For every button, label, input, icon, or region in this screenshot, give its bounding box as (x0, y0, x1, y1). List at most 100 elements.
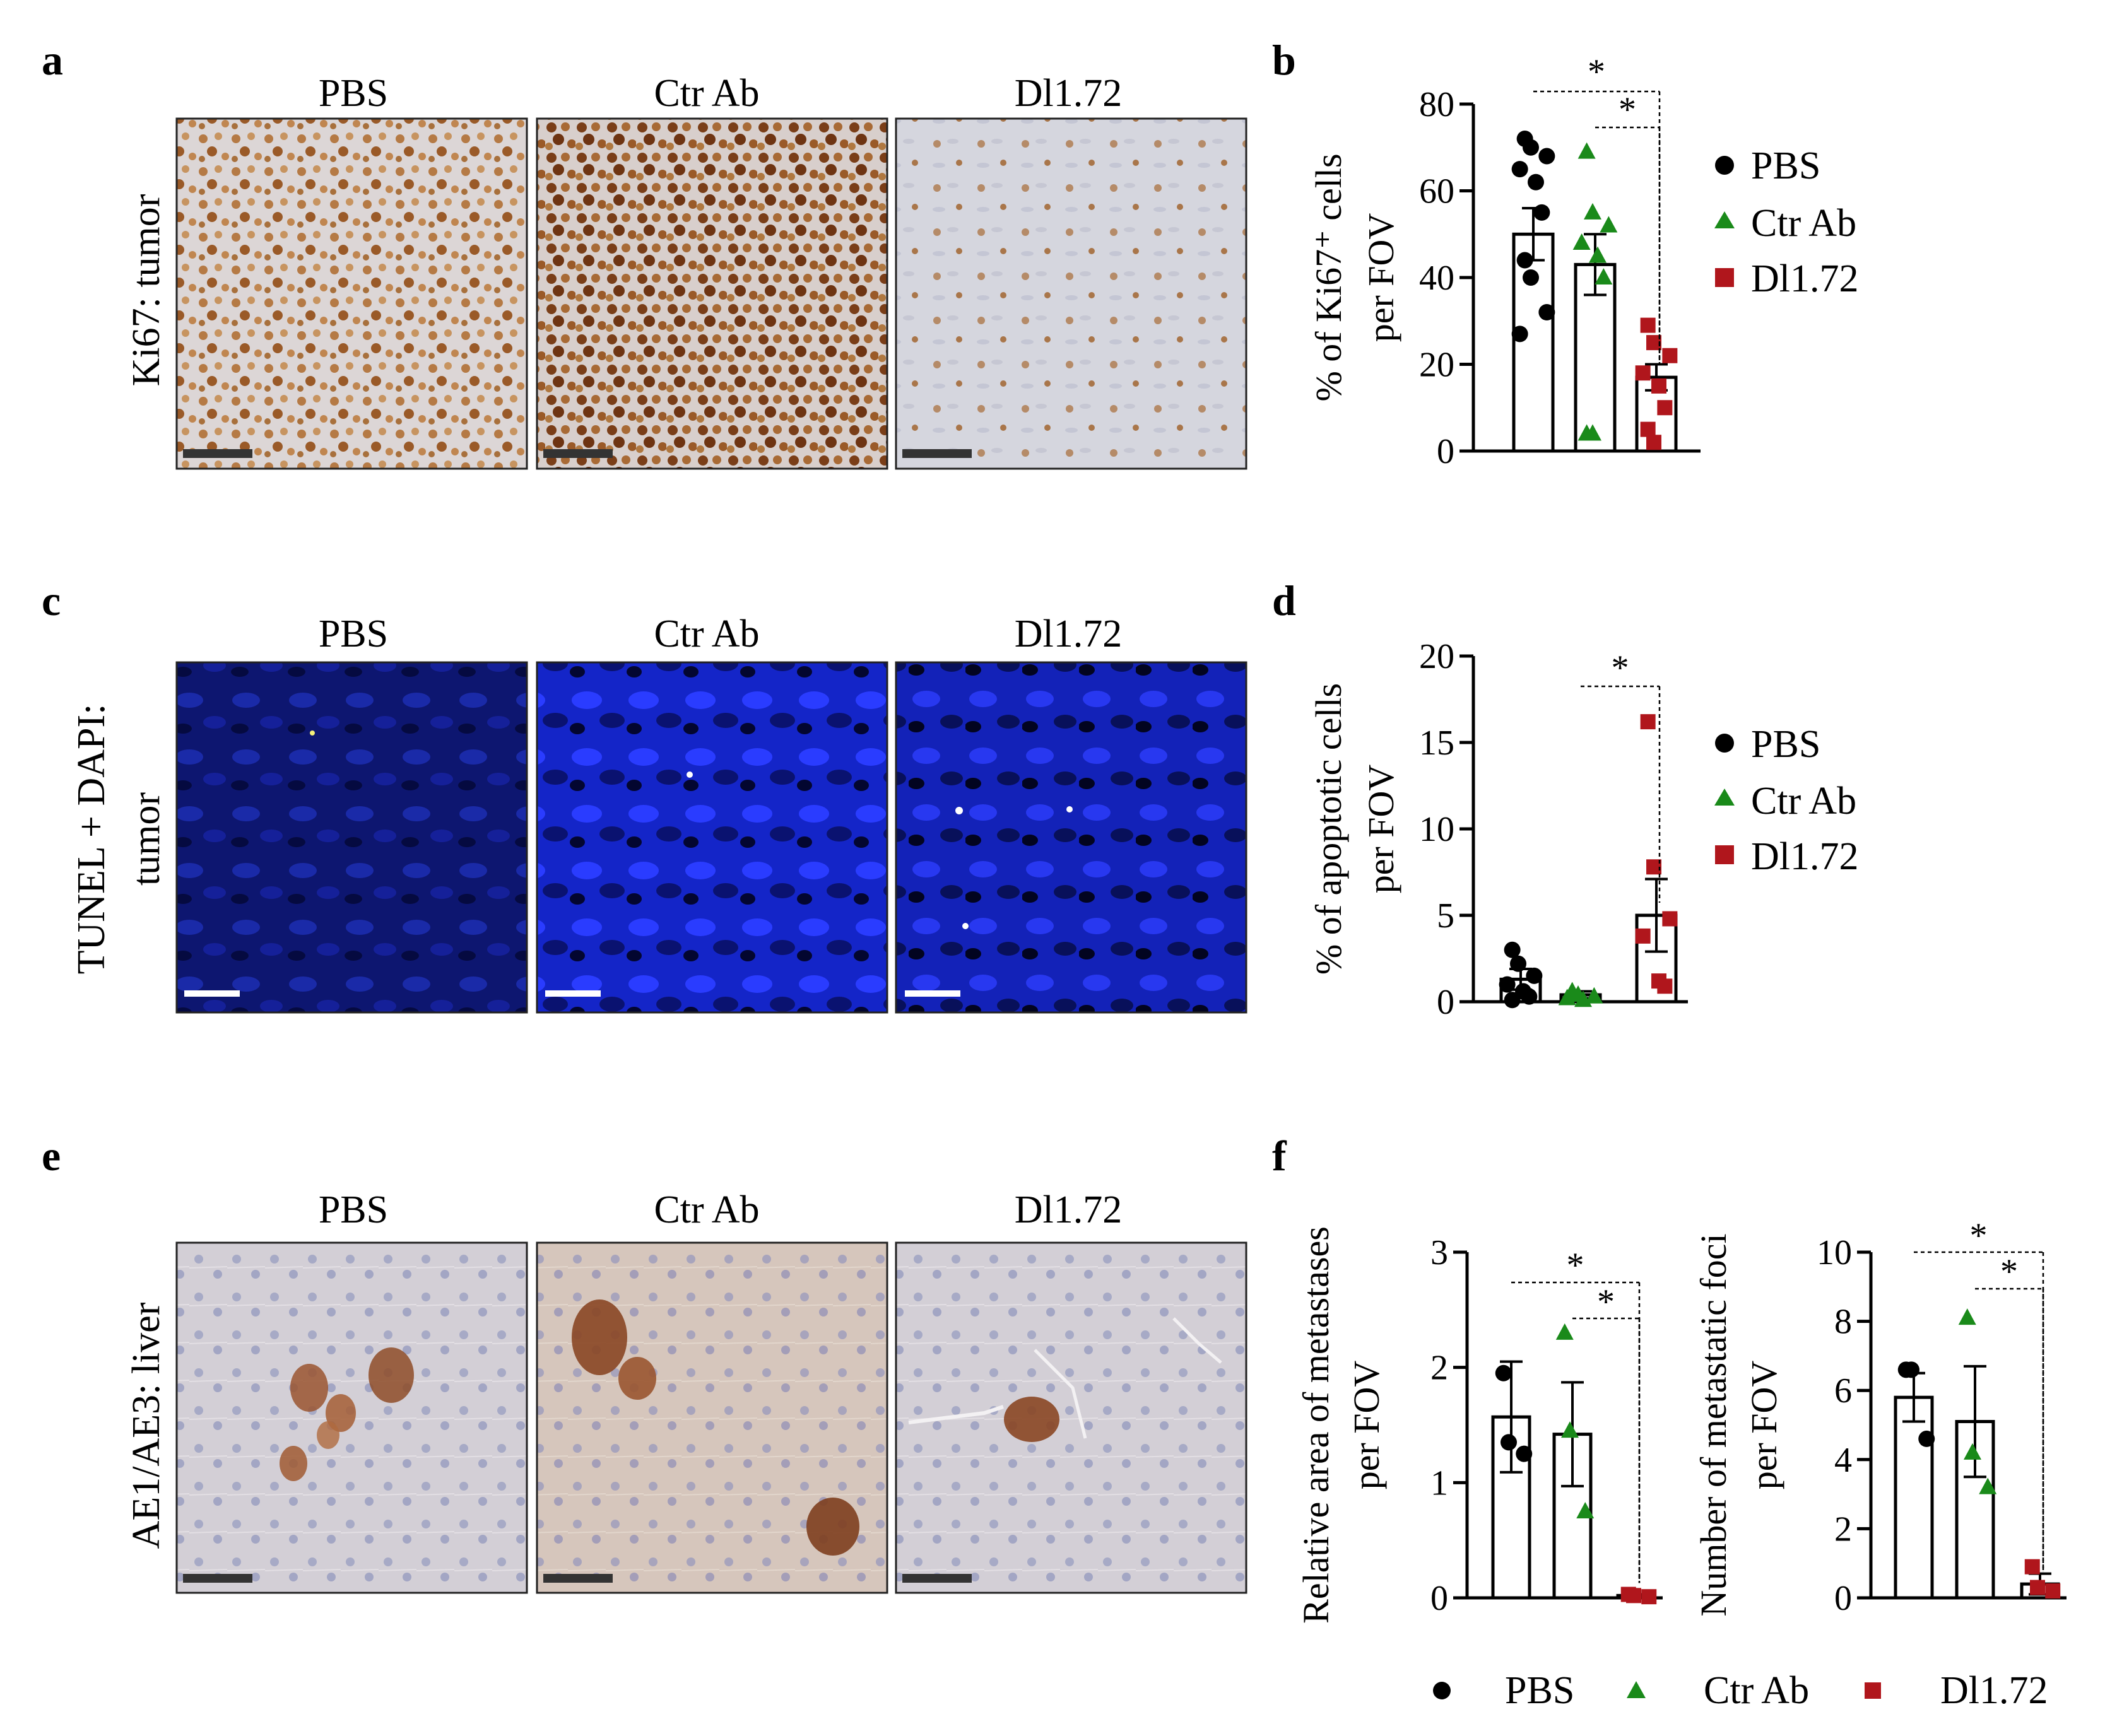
y-tick-label: 0 (1834, 1579, 1852, 1618)
point-ctr-ab (1584, 424, 1601, 441)
point-pbs (1526, 967, 1543, 984)
point-dl172 (1640, 317, 1656, 333)
panel-letter-d: d (1272, 577, 1296, 625)
y-tick-label: 40 (1419, 259, 1454, 298)
micrograph-ki67-pbs (175, 117, 528, 470)
micrograph-ae-pbs (175, 1241, 528, 1594)
y-tick-label: 2 (1430, 1349, 1448, 1388)
point-ctr-ab (1576, 1502, 1595, 1518)
y-axis-label-line1: % of apoptotic cells (1308, 683, 1349, 975)
panel-letter-e: e (42, 1132, 61, 1180)
y-tick-label: 10 (1419, 810, 1454, 849)
micrograph-ki67-dl172 (895, 117, 1247, 470)
chart-apoptotic-percent: 0 5 10 15 20 % of apoptotic cells per FOV * (1308, 637, 1688, 1022)
y-axis-label-line1: Number of metastatic foci (1693, 1233, 1734, 1616)
legend-d-ctr-label: Ctr Ab (1751, 780, 1856, 823)
legend-b-dl-label: Dl1.72 (1751, 257, 1859, 300)
legend-d-pbs-marker (1715, 734, 1734, 753)
point-ctr-ab (1979, 1477, 1997, 1494)
col-title-c-pbs: PBS (319, 613, 388, 655)
point-pbs (1903, 1361, 1919, 1378)
legend-f-dl-marker (1865, 1682, 1881, 1699)
y-tick-label: 8 (1834, 1303, 1852, 1342)
micrograph-tunel-pbs (175, 661, 528, 1014)
y-tick-label: 10 (1817, 1233, 1852, 1272)
point-ctr-ab (1574, 990, 1592, 1007)
legend-f-dl-label: Dl1.72 (1940, 1669, 2048, 1712)
col-title-c-ctr: Ctr Ab (654, 613, 759, 655)
point-pbs (1516, 1445, 1533, 1462)
col-title-e-ctr: Ctr Ab (654, 1188, 759, 1231)
point-dl172 (1651, 378, 1666, 394)
row-label-c-line1: TUNEL + DAPI: (70, 704, 113, 975)
y-tick-label: 4 (1834, 1441, 1852, 1480)
y-axis-label-line2: per FOV (1346, 1361, 1387, 1490)
point-pbs (1511, 326, 1528, 343)
y-tick-label: 1 (1430, 1463, 1448, 1503)
point-dl172 (1635, 365, 1651, 381)
col-title-a-pbs: PBS (319, 72, 388, 115)
point-pbs (1528, 173, 1544, 191)
chart-metastasis-area: 0 1 2 3 Relative area of metastases per FOV * * (1295, 1226, 1663, 1624)
micrograph-tunel-dl172 (895, 661, 1247, 1014)
point-ctr-ab (1584, 202, 1601, 220)
col-title-c-dl: Dl1.72 (1015, 613, 1123, 655)
y-tick-label: 3 (1430, 1233, 1448, 1272)
point-ctr-ab (1964, 1443, 1981, 1460)
bar-pbs (1894, 1395, 1934, 1600)
point-pbs (1516, 252, 1533, 269)
y-tick-label: 15 (1419, 724, 1454, 763)
point-pbs (1533, 204, 1550, 221)
legend-f-pbs-label: PBS (1505, 1669, 1574, 1712)
legend-b-ctr-label: Ctr Ab (1751, 202, 1856, 245)
legend-d-dl-marker (1715, 845, 1734, 864)
y-tick-label: 2 (1834, 1510, 1852, 1549)
significance-star: * (1970, 1216, 1988, 1255)
y-tick-label: 20 (1419, 637, 1454, 676)
point-pbs (1523, 269, 1539, 286)
point-pbs (1521, 988, 1538, 1005)
row-label-c-line2: tumor (125, 792, 168, 886)
legend-f: PBS Ctr Ab Dl1.72 (1433, 1669, 2048, 1712)
row-label-a: Ki67: tumor (125, 194, 168, 386)
y-tick-label: 0 (1430, 1579, 1448, 1618)
col-title-e-dl: Dl1.72 (1015, 1188, 1123, 1231)
significance-star: * (1619, 90, 1636, 129)
point-dl172 (2030, 1580, 2045, 1595)
point-ctr-ab (1600, 216, 1618, 233)
panel-letter-f: f (1272, 1132, 1287, 1180)
point-dl172 (2024, 1559, 2040, 1575)
point-ctr-ab (1558, 988, 1576, 1006)
point-pbs (1504, 992, 1521, 1009)
point-pbs (1510, 955, 1526, 972)
legend-d-dl-label: Dl1.72 (1751, 835, 1859, 878)
y-tick-label: 6 (1834, 1371, 1852, 1410)
point-ctr-ab (1595, 268, 1613, 284)
chart-ki67-percent: 0 20 40 60 80 % of Ki67⁺ cells per FOV * * (1308, 52, 1701, 471)
y-tick-label: 0 (1437, 983, 1454, 1022)
col-title-e-pbs: PBS (319, 1188, 388, 1231)
micrograph-ae-dl172 (895, 1241, 1247, 1594)
y-tick-label: 5 (1437, 896, 1454, 935)
micrograph-tunel-ctr-ab (536, 661, 888, 1014)
y-axis-label-line2: per FOV (1743, 1361, 1784, 1490)
legend-b-dl-marker (1715, 268, 1734, 287)
point-dl172 (2045, 1583, 2061, 1599)
row-label-e: AE1/AE3: liver (125, 1302, 168, 1549)
legend-b-ctr-marker (1714, 211, 1735, 228)
panel-letter-a: a (42, 36, 63, 84)
panel-letter-c: c (42, 577, 61, 625)
col-title-a-ctr: Ctr Ab (654, 72, 759, 115)
legend-b-pbs-label: PBS (1751, 144, 1820, 187)
point-dl172 (1657, 978, 1673, 994)
point-dl172 (1646, 435, 1661, 450)
point-pbs (1538, 304, 1555, 320)
point-pbs (1523, 139, 1539, 156)
significance-star: * (1597, 1282, 1615, 1322)
point-pbs (1501, 1434, 1517, 1451)
point-pbs (1918, 1430, 1935, 1447)
legend-b: PBS Ctr Ab Dl1.72 (1714, 144, 1859, 300)
legend-f-ctr-marker (1627, 1681, 1646, 1698)
significance-star: * (1567, 1246, 1584, 1285)
